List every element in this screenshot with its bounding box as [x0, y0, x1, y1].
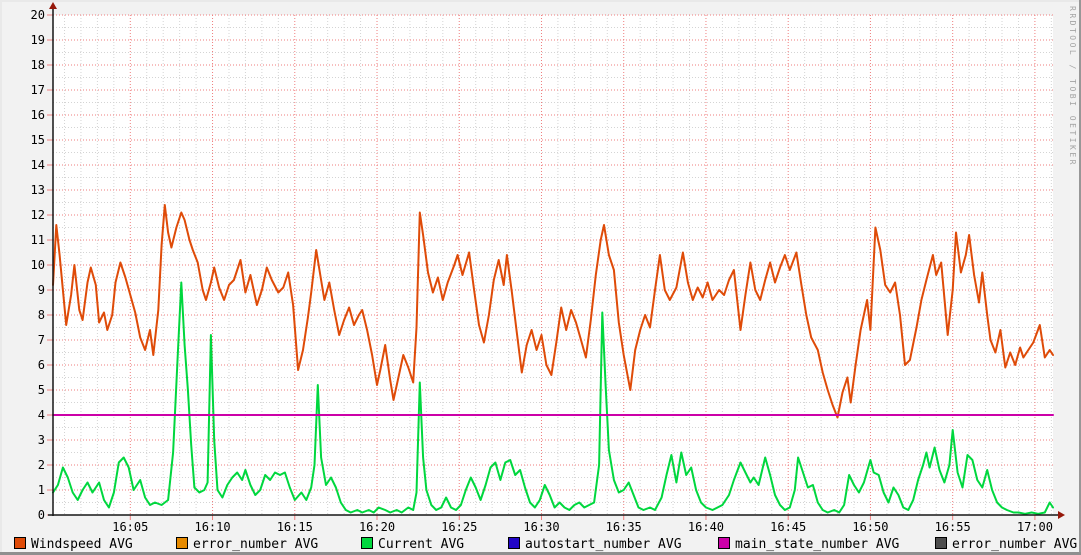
legend-item-5: main_state_number AVG — [718, 533, 899, 552]
x-axis-label: 16:10 — [194, 520, 230, 533]
y-axis-label: 19 — [31, 33, 45, 47]
y-axis-label: 16 — [31, 108, 45, 122]
y-axis-label: 10 — [31, 258, 45, 272]
x-axis-label: 16:25 — [441, 520, 477, 533]
y-axis-label: 13 — [31, 183, 45, 197]
x-axis-label: 16:30 — [523, 520, 559, 533]
legend-label: autostart_number AVG — [525, 537, 682, 552]
legend-item-6: error_number AVG — [935, 533, 1077, 552]
legend-swatch — [361, 537, 373, 549]
legend-swatch — [718, 537, 730, 549]
x-axis-label: 16:45 — [770, 520, 806, 533]
y-axis-label: 15 — [31, 133, 45, 147]
legend-swatch — [176, 537, 188, 549]
watermark-rrdtool-credit: RRDTOOL / TOBI OETIKER — [1068, 6, 1077, 167]
legend-swatch — [508, 537, 520, 549]
legend-item-2: error_number AVG — [176, 533, 318, 552]
legend-label: error_number AVG — [193, 537, 319, 552]
legend-swatch — [935, 537, 947, 549]
x-axis-label: 17:00 — [1017, 520, 1053, 533]
y-axis-label: 8 — [38, 308, 45, 322]
y-axis-label: 7 — [38, 333, 45, 347]
y-axis-label: 14 — [31, 158, 45, 172]
legend-label: Current AVG — [378, 537, 465, 552]
y-axis-label: 4 — [38, 408, 45, 422]
y-axis-label: 5 — [38, 383, 45, 397]
x-axis-label: 16:50 — [852, 520, 888, 533]
y-axis-label: 6 — [38, 358, 45, 372]
legend-item-1: Windspeed AVG — [14, 533, 133, 552]
y-axis-label: 9 — [38, 283, 45, 297]
legend: Windspeed AVG error_number AVG Current AVG… — [0, 533, 1081, 552]
y-axis-arrow — [49, 2, 57, 9]
frame-bevel-bottom — [0, 552, 1081, 555]
x-axis-arrow — [1058, 511, 1065, 519]
y-axis-label: 12 — [31, 208, 45, 222]
plot-background — [53, 15, 1053, 515]
series-current-avg — [52, 281, 1054, 515]
frame-bevel-top — [0, 0, 1081, 2]
x-axis-label: 16:20 — [359, 520, 395, 533]
x-axis-label: 16:05 — [112, 520, 148, 533]
x-axis-label: 16:15 — [277, 520, 313, 533]
legend-swatch — [14, 537, 26, 549]
legend-item-4: autostart_number AVG — [508, 533, 682, 552]
y-axis-label: 3 — [38, 433, 45, 447]
legend-label: main_state_number AVG — [735, 537, 900, 552]
x-axis-label: 16:40 — [688, 520, 724, 533]
y-axis-label: 18 — [31, 58, 45, 72]
y-axis-label: 11 — [31, 233, 45, 247]
y-axis-label: 1 — [38, 483, 45, 497]
legend-item-3: Current AVG — [361, 533, 464, 552]
y-axis-label: 20 — [31, 8, 45, 22]
frame-bevel-right — [1079, 0, 1081, 555]
y-axis-label: 2 — [38, 458, 45, 472]
series-windspeed-avg — [52, 204, 1054, 419]
x-axis-label: 16:35 — [606, 520, 642, 533]
x-axis-label: 16:55 — [935, 520, 971, 533]
legend-label: Windspeed AVG — [31, 537, 133, 552]
y-axis-label: 17 — [31, 83, 45, 97]
legend-label: error_number AVG — [952, 537, 1078, 552]
y-axis-label: 0 — [38, 508, 45, 522]
frame-bevel-left — [0, 0, 2, 555]
